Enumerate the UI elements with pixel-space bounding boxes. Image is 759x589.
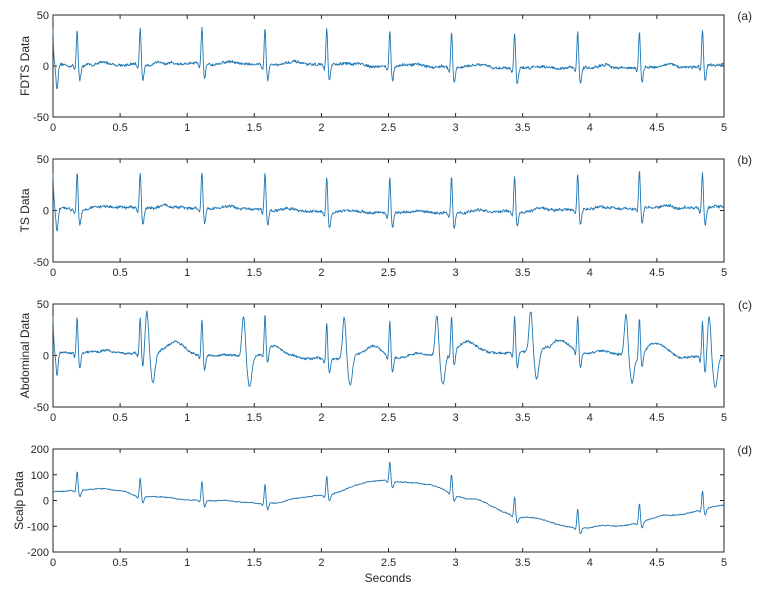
- x-tick-label-scalp: 4.5: [649, 557, 664, 569]
- x-tick-label-scalp: 1.5: [247, 557, 262, 569]
- x-tick-label-ts: 4.5: [649, 267, 664, 279]
- y-tick-label-ts: 50: [37, 154, 49, 166]
- y-tick-label-scalp: 200: [31, 444, 49, 456]
- y-tick-label-ts: 0: [43, 206, 49, 218]
- x-tick-label-ts: 3.5: [515, 267, 530, 279]
- y-tick-label-abdominal: -50: [33, 402, 49, 414]
- x-tick-label-scalp: 5: [721, 557, 727, 569]
- x-tick-label-scalp: 0.5: [112, 557, 127, 569]
- x-tick-label-abdominal: 4.5: [649, 412, 664, 424]
- x-tick-label-ts: 5: [721, 267, 727, 279]
- panel-tag-abdominal: (c): [738, 298, 752, 312]
- x-tick-label-fdts: 0.5: [112, 122, 127, 134]
- y-tick-label-abdominal: 50: [37, 299, 49, 311]
- x-tick-label-ts: 1: [184, 267, 190, 279]
- y-tick-label-scalp: 0: [43, 496, 49, 508]
- panel-tag-ts: (b): [737, 153, 752, 167]
- x-tick-label-ts: 2: [318, 267, 324, 279]
- x-tick-label-fdts: 1: [184, 122, 190, 134]
- y-tick-label-abdominal: 0: [43, 351, 49, 363]
- x-tick-label-scalp: 1: [184, 557, 190, 569]
- x-tick-label-scalp: 2: [318, 557, 324, 569]
- panel-tag-fdts: (a): [737, 9, 752, 23]
- x-tick-label-scalp: 0: [50, 557, 56, 569]
- y-axis-label-ts: TS Data: [18, 188, 32, 232]
- trace-fdts: [52, 26, 725, 90]
- x-tick-label-scalp: 3: [453, 557, 459, 569]
- y-axis-label-fdts: FDTS Data: [18, 36, 32, 96]
- y-tick-label-ts: -50: [33, 257, 49, 269]
- x-tick-label-ts: 2.5: [381, 267, 396, 279]
- trace-ts: [52, 171, 725, 232]
- trace-scalp: [52, 461, 725, 535]
- panel-scalp: 0 0.5 1 1.5 2 2.5 3 3.5 4 4.5 5 -200 -100 0 100 200 Scal…: [12, 443, 752, 569]
- x-tick-label-abdominal: 3.5: [515, 412, 530, 424]
- x-tick-label-abdominal: 2.5: [381, 412, 396, 424]
- x-tick-label-ts: 4: [587, 267, 593, 279]
- y-tick-label-scalp: -100: [27, 521, 49, 533]
- x-tick-label-fdts: 2: [318, 122, 324, 134]
- trace-abdominal: [52, 310, 725, 388]
- x-tick-label-abdominal: 0.5: [112, 412, 127, 424]
- x-tick-label-fdts: 4: [587, 122, 593, 134]
- y-axis-label-scalp: Scalp Data: [12, 471, 26, 530]
- x-tick-label-fdts: 3: [453, 122, 459, 134]
- x-tick-label-fdts: 0: [50, 122, 56, 134]
- axes-box-scalp: [52, 448, 725, 553]
- x-tick-label-abdominal: 1.5: [247, 412, 262, 424]
- x-axis-label: Seconds: [365, 571, 412, 585]
- y-tick-label-scalp: 100: [31, 470, 49, 482]
- x-tick-label-fdts: 3.5: [515, 122, 530, 134]
- x-tick-label-ts: 0: [50, 267, 56, 279]
- x-tick-label-ts: 3: [453, 267, 459, 279]
- x-tick-label-fdts: 1.5: [247, 122, 262, 134]
- x-tick-label-abdominal: 3: [453, 412, 459, 424]
- y-tick-label-fdts: 50: [37, 10, 49, 22]
- x-tick-label-abdominal: 4: [587, 412, 593, 424]
- x-tick-label-scalp: 4: [587, 557, 593, 569]
- x-tick-label-abdominal: 2: [318, 412, 324, 424]
- x-tick-label-fdts: 5: [721, 122, 727, 134]
- x-tick-label-abdominal: 1: [184, 412, 190, 424]
- x-tick-label-fdts: 4.5: [649, 122, 664, 134]
- x-tick-label-scalp: 2.5: [381, 557, 396, 569]
- y-tick-label-scalp: -200: [27, 547, 49, 559]
- x-tick-label-ts: 1.5: [247, 267, 262, 279]
- y-tick-label-fdts: -50: [33, 112, 49, 124]
- x-tick-label-abdominal: 0: [50, 412, 56, 424]
- y-axis-label-abdominal: Abdominal Data: [18, 312, 32, 398]
- x-tick-label-scalp: 3.5: [515, 557, 530, 569]
- x-tick-label-ts: 0.5: [112, 267, 127, 279]
- panel-tag-scalp: (d): [737, 443, 752, 457]
- y-tick-label-fdts: 0: [43, 61, 49, 73]
- x-tick-label-abdominal: 5: [721, 412, 727, 424]
- x-tick-label-fdts: 2.5: [381, 122, 396, 134]
